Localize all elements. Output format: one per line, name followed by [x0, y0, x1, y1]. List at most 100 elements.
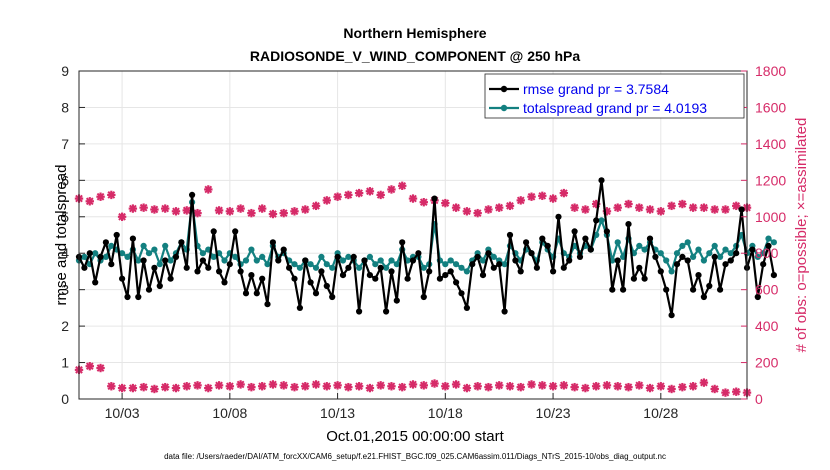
obs-marker-stroke: [333, 192, 342, 201]
obs-count-point: [214, 381, 224, 390]
spread-point: [501, 261, 508, 268]
rmse-point: [232, 228, 239, 235]
obs-marker-stroke: [710, 385, 719, 393]
spread-point: [614, 239, 621, 246]
obs-marker-stroke: [279, 381, 288, 390]
rmse-point: [140, 257, 147, 264]
obs-marker-stroke: [322, 382, 331, 391]
obs-marker-stroke: [538, 191, 547, 200]
obs-marker-stroke: [441, 199, 450, 207]
rmse-point: [550, 268, 557, 275]
obs-marker-stroke: [333, 381, 342, 390]
rmse-point: [469, 261, 476, 268]
rmse-point: [663, 286, 670, 293]
rmse-point: [307, 279, 314, 286]
obs-marker-stroke: [85, 197, 94, 206]
rmse-point: [614, 257, 621, 264]
legend-box: [484, 73, 745, 119]
rmse-point: [383, 308, 390, 315]
obs-count-point: [301, 382, 310, 391]
obs-marker-stroke: [452, 203, 460, 212]
rmse-point: [329, 293, 336, 301]
x-axis-ticks: 10/03 10/08 10/13 10/18 10/23 10/28: [105, 393, 679, 421]
obs-marker-stroke: [269, 210, 277, 218]
rmse-point: [673, 261, 681, 268]
rmse-point: [312, 290, 320, 297]
data-file-footnote: data file: /Users/raeder/DAI/ATM_forcXX/…: [164, 452, 666, 461]
rmse-point: [194, 268, 201, 275]
obs-count-point: [139, 382, 148, 392]
obs-marker-stroke: [344, 383, 353, 392]
spread-point: [119, 250, 126, 257]
obs-marker-stroke: [312, 380, 320, 389]
spread-point: [339, 257, 347, 264]
spread-point: [684, 239, 691, 246]
rmse-point: [770, 272, 778, 279]
rmse-point: [496, 261, 503, 268]
rmse-point: [135, 293, 142, 301]
obs-marker-stroke: [700, 378, 708, 387]
obs-count-point: [311, 380, 321, 389]
obs-count-point: [732, 387, 741, 396]
legend: rmse grand pr = 3.7584 totalspread grand…: [484, 73, 745, 119]
spread-point: [700, 257, 708, 264]
rmse-point: [544, 242, 551, 249]
spread-point: [722, 246, 729, 253]
spread-point: [690, 253, 697, 260]
rmse-point: [113, 231, 120, 239]
obs-marker-stroke: [344, 191, 353, 199]
rmse-point: [700, 293, 708, 301]
rmse-point: [86, 250, 93, 257]
spread-point: [345, 253, 352, 260]
obs-count-point: [354, 188, 364, 198]
rmse-point: [269, 239, 276, 246]
rmse-point: [528, 250, 535, 257]
obs-marker-stroke: [366, 384, 374, 392]
obs-count-point: [150, 384, 159, 394]
obs-count-point: [236, 380, 245, 389]
obs-count-point: [678, 382, 687, 392]
rmse-point: [512, 257, 519, 264]
chart-title: Northern Hemisphere: [343, 25, 486, 41]
rmse-point: [119, 275, 126, 282]
obs-count-point: [247, 382, 256, 392]
obs-marker-stroke: [635, 381, 644, 390]
spread-point: [711, 242, 718, 249]
obs-marker-stroke: [710, 205, 719, 214]
obs-count-point: [107, 382, 116, 391]
spread-point: [135, 257, 142, 264]
spread-point: [657, 250, 664, 257]
spread-point: [727, 250, 734, 257]
spread-point: [479, 257, 487, 264]
obs-marker-stroke: [441, 382, 450, 391]
obs-marker-stroke: [570, 203, 579, 212]
rmse-point: [178, 239, 185, 246]
rmse-point: [479, 272, 487, 279]
obs-count-point: [322, 382, 332, 391]
obs-count-point: [710, 384, 719, 394]
right-tick-label: 0: [755, 391, 763, 407]
rmse-point: [609, 286, 616, 293]
obs-marker-stroke: [689, 203, 697, 212]
series-lines: [75, 177, 778, 319]
rmse-point: [124, 293, 131, 301]
spread-point: [221, 257, 228, 264]
spread-point: [162, 242, 169, 249]
right-axis-label: # of obs: o=possible; ×=assimilated: [793, 118, 810, 353]
obs-marker-stroke: [193, 381, 202, 390]
obs-count-point: [451, 203, 461, 212]
spread-point: [356, 264, 363, 271]
obs-marker-stroke: [129, 204, 137, 213]
obs-marker-stroke: [398, 181, 407, 190]
spread-point: [232, 253, 239, 260]
chart-subtitle: RADIOSONDE_V_WIND_COMPONENT @ 250 hPa: [250, 48, 580, 64]
spread-point: [760, 250, 767, 257]
obs-marker-stroke: [118, 384, 126, 392]
obs-count-point: [193, 208, 202, 218]
obs-marker-stroke: [96, 192, 105, 201]
obs-marker-stroke: [581, 384, 590, 392]
spread-point: [442, 261, 449, 268]
obs-marker-stroke: [656, 382, 665, 391]
spread-point: [242, 257, 250, 264]
legend-spread-marker: [500, 104, 508, 112]
